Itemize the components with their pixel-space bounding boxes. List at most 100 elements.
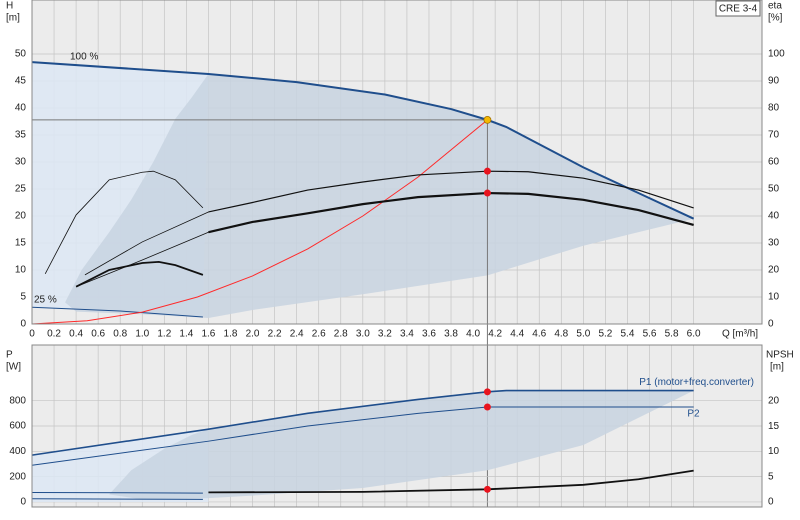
y-axis-unit: [m]: [6, 13, 20, 24]
y2-axis-label: NPSH: [766, 350, 794, 361]
x-tick-label: 2.8: [334, 329, 348, 340]
x-tick-label: 1.4: [179, 329, 193, 340]
x-tick-label: 3.8: [444, 329, 458, 340]
x-tick-label: 2.4: [290, 329, 304, 340]
y-tick-label: 10: [15, 265, 27, 276]
curve: [31, 306, 203, 318]
y2-tick-label: 20: [768, 265, 780, 276]
x-tick-label: 5.6: [643, 329, 657, 340]
x-tick-label: 1.2: [157, 329, 171, 340]
y-tick-label: 30: [15, 157, 27, 168]
curve: [31, 498, 203, 500]
y-tick-label: 5: [20, 292, 26, 303]
curve: [208, 170, 694, 213]
y2-tick-label: 0: [768, 319, 774, 330]
chart-layer: 0510152025303540455001020304050607080901…: [9, 0, 785, 508]
curve: [75, 260, 204, 288]
y2-tick-label: 80: [768, 103, 780, 114]
curve: [44, 170, 204, 274]
duty-point: [483, 115, 492, 124]
y2-tick-label: 15: [768, 421, 780, 432]
curve: [31, 406, 694, 466]
x-tick-label: 4.4: [510, 329, 524, 340]
x-tick-label: 5.8: [665, 329, 679, 340]
x-tick-label: 3.6: [422, 329, 436, 340]
y2-tick-label: 50: [768, 184, 780, 195]
x-tick-label: 2.2: [268, 329, 282, 340]
y2-tick-label: 70: [768, 130, 780, 141]
y-tick-label: 800: [9, 395, 26, 406]
series-label: P2: [687, 409, 700, 420]
x-tick-label: 0.4: [69, 329, 83, 340]
top-plot-frame: [31, 0, 763, 325]
x-tick-label: 2.0: [246, 329, 260, 340]
duty-point: [483, 388, 491, 396]
y2-tick-label: 10: [768, 292, 780, 303]
y2-axis-label: eta: [768, 1, 782, 12]
curve: [31, 119, 488, 325]
y2-tick-label: 90: [768, 76, 780, 87]
y2-tick-label: 60: [768, 157, 780, 168]
y-tick-label: 25: [15, 184, 27, 195]
x-tick-label: 4.0: [466, 329, 480, 340]
curve: [75, 231, 209, 288]
curve: [31, 491, 203, 494]
annotation: 25 %: [34, 295, 57, 306]
label-box: [715, 0, 761, 17]
y-tick-label: 0: [20, 319, 26, 330]
y2-tick-label: 30: [768, 238, 780, 249]
annotation: 100 %: [70, 52, 98, 63]
curve: [208, 469, 694, 494]
x-tick-label: 1.6: [201, 329, 215, 340]
y-axis-label: H: [6, 1, 13, 12]
y-tick-label: 50: [15, 49, 27, 60]
y-tick-label: 45: [15, 76, 27, 87]
bottom-plot-frame: [31, 344, 763, 508]
y2-tick-label: 0: [768, 497, 774, 508]
curve: [84, 211, 209, 276]
curve: [208, 191, 694, 234]
x-tick-label: 6.0: [687, 329, 701, 340]
duty-point: [483, 167, 491, 175]
series-label: P1 (motor+freq.converter): [639, 377, 754, 388]
y-tick-label: 600: [9, 421, 26, 432]
y-tick-label: 20: [15, 211, 27, 222]
duty-point: [483, 485, 491, 493]
x-axis-label: Q [m³/h]: [722, 329, 758, 340]
x-tick-label: 3.0: [356, 329, 370, 340]
y2-tick-label: 20: [768, 396, 780, 407]
x-tick-label: 4.2: [488, 329, 502, 340]
x-tick-label: 4.8: [554, 329, 568, 340]
y-axis-label: P: [6, 350, 13, 361]
x-tick-label: 4.6: [532, 329, 546, 340]
x-tick-label: 0.6: [91, 329, 105, 340]
y-axis-unit: [W]: [6, 362, 21, 373]
x-tick-label: 1.0: [135, 329, 149, 340]
y-tick-label: 15: [15, 238, 27, 249]
operating-area: [109, 390, 694, 500]
x-tick-label: 2.6: [312, 329, 326, 340]
x-tick-label: 0.8: [113, 329, 127, 340]
y2-tick-label: 40: [768, 211, 780, 222]
y-tick-label: 40: [15, 103, 27, 114]
curve: [31, 61, 695, 220]
x-tick-label: 0.2: [47, 329, 61, 340]
y2-tick-label: 100: [768, 49, 785, 60]
y-tick-label: 0: [20, 497, 26, 508]
y-tick-label: 400: [9, 446, 26, 457]
pump-label: CRE 3-4: [719, 4, 758, 15]
operating-area: [65, 73, 694, 319]
x-tick-label: 1.8: [224, 329, 238, 340]
x-tick-label: 5.0: [576, 329, 590, 340]
duty-point: [483, 403, 491, 411]
x-tick-label: 5.2: [598, 329, 612, 340]
x-tick-label: 3.2: [378, 329, 392, 340]
y2-tick-label: 10: [768, 446, 780, 457]
duty-point: [483, 189, 491, 197]
y-tick-label: 35: [15, 130, 27, 141]
y2-axis-unit: [%]: [768, 13, 783, 24]
y2-tick-label: 5: [768, 471, 774, 482]
x-tick-label: 3.4: [400, 329, 414, 340]
x-tick-label: 0: [29, 329, 35, 340]
